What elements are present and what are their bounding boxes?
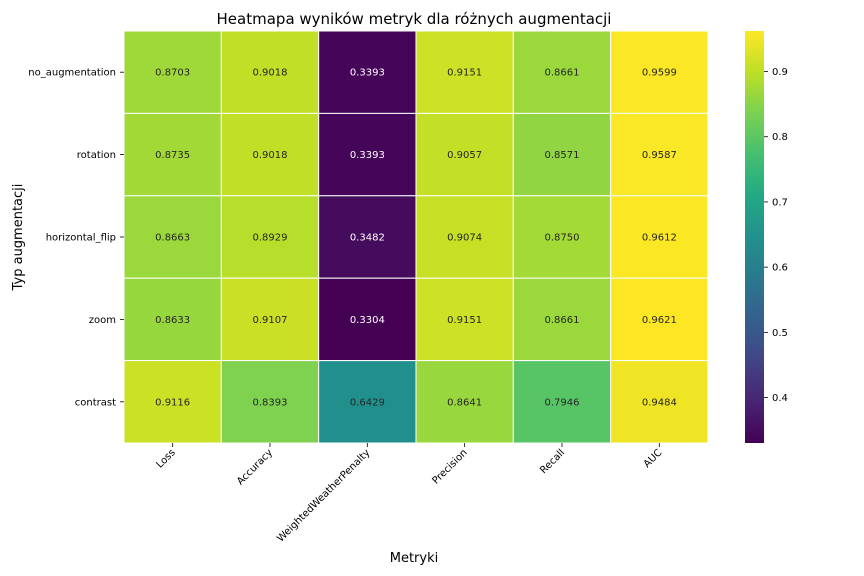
cell-value-label: 0.9018 (252, 68, 287, 79)
cell-value-label: 0.7946 (544, 397, 579, 408)
heatmap-cell (318, 195, 417, 279)
heatmap-cell (220, 30, 320, 114)
colorbar-tick-label: 0.7 (772, 197, 788, 208)
heatmap-cell (512, 360, 612, 444)
cell-value-label: 0.3304 (350, 315, 385, 326)
cell-value-label: 0.8703 (155, 68, 190, 79)
colorbar-tick-label: 0.9 (772, 67, 788, 78)
x-axis-label: Metryki (390, 551, 439, 566)
x-tick-label: Accuracy (235, 447, 275, 487)
cell-value-label: 0.9074 (447, 233, 482, 244)
heatmap-cell (610, 195, 709, 279)
chart-title: Heatmapa wyników metryk dla różnych augm… (217, 10, 612, 28)
heatmap-cell (123, 277, 222, 362)
y-tick-label: contrast (75, 397, 116, 408)
y-tick-label: no_augmentation (28, 68, 116, 79)
cell-value-label: 0.9621 (642, 315, 677, 326)
heatmap-cell (415, 360, 514, 444)
x-tick-label: AUC (642, 447, 665, 470)
heatmap-cell (512, 277, 612, 362)
colorbar-gradient (745, 31, 764, 443)
cell-value-label: 0.8393 (252, 397, 287, 408)
heatmap-cell (610, 30, 709, 114)
y-tick-label: zoom (89, 315, 116, 326)
colorbar-tick-label: 0.4 (772, 393, 788, 404)
heatmap-cell (415, 112, 514, 197)
heatmap-cell (318, 277, 417, 362)
heatmap-cell (123, 30, 222, 114)
y-axis-ticks: no_augmentation rotation horizontal_flipzo… (28, 68, 124, 408)
heatmap-cell (512, 30, 612, 114)
heatmap-cell (415, 30, 514, 114)
heatmap-cell (220, 277, 320, 362)
heatmap-cell (512, 195, 612, 279)
cell-value-label: 0.8661 (544, 68, 579, 79)
cell-value-label: 0.8641 (447, 397, 482, 408)
cell-value-label: 0.9151 (447, 315, 482, 326)
cell-value-label: 0.8633 (155, 315, 190, 326)
cell-value-label: 0.9018 (252, 150, 287, 161)
heatmap-cell (610, 112, 709, 197)
x-tick-label: Precision (430, 447, 469, 486)
cell-value-label: 0.9057 (447, 150, 482, 161)
heatmap-cell (318, 30, 417, 114)
cell-value-label: 0.8571 (544, 150, 579, 161)
colorbar-tick-label: 0.8 (772, 132, 788, 143)
cell-value-label: 0.9484 (642, 397, 677, 408)
colorbar: 0.4 0.5 0.6 0.7 0.8 0.9 (745, 31, 788, 443)
heatmap-cell (415, 195, 514, 279)
cell-value-label: 0.9612 (642, 233, 677, 244)
cell-value-label: 0.8929 (252, 233, 287, 244)
cell-value-label: 0.8661 (544, 315, 579, 326)
cell-value-label: 0.9151 (447, 68, 482, 79)
heatmap-cell (415, 277, 514, 362)
heatmap-cell (610, 360, 709, 444)
heatmap-cell (318, 360, 417, 444)
cell-value-label: 0.6429 (350, 397, 385, 408)
x-axis-ticks: Loss Accuracy WeightedWeatherPenalty Precis… (154, 443, 664, 544)
cell-value-label: 0.9116 (155, 397, 190, 408)
heatmap-cell (123, 195, 222, 279)
cell-value-label: 0.3393 (350, 68, 385, 79)
cell-value-label: 0.3482 (350, 233, 385, 244)
heatmap-cell (123, 360, 222, 444)
cell-value-label: 0.9587 (642, 150, 677, 161)
y-tick-label: rotation (77, 150, 116, 161)
heatmap-cell (610, 277, 709, 362)
cell-value-label: 0.8663 (155, 233, 190, 244)
colorbar-tick-label: 0.6 (772, 263, 788, 274)
x-tick-label: Recall (538, 447, 567, 476)
x-tick-label: WeightedWeatherPenalty (275, 447, 372, 544)
heatmap-cell (220, 112, 320, 197)
colorbar-tick-label: 0.5 (772, 328, 788, 339)
cell-value-label: 0.3393 (350, 150, 385, 161)
cell-value-label: 0.8750 (544, 233, 579, 244)
y-tick-label: horizontal_flip (46, 233, 116, 244)
cell-value-label: 0.9107 (252, 315, 287, 326)
x-tick-label: Loss (154, 447, 177, 470)
heatmap-cell (220, 195, 320, 279)
cell-value-label: 0.8735 (155, 150, 190, 161)
cell-value-label: 0.9599 (642, 68, 677, 79)
y-axis-label: Typ augmentacji (11, 184, 26, 292)
heatmap-cells: 0.8703 0.9018 0.3393 0.9151 0.8661 0.9599 0.87… (123, 30, 709, 444)
